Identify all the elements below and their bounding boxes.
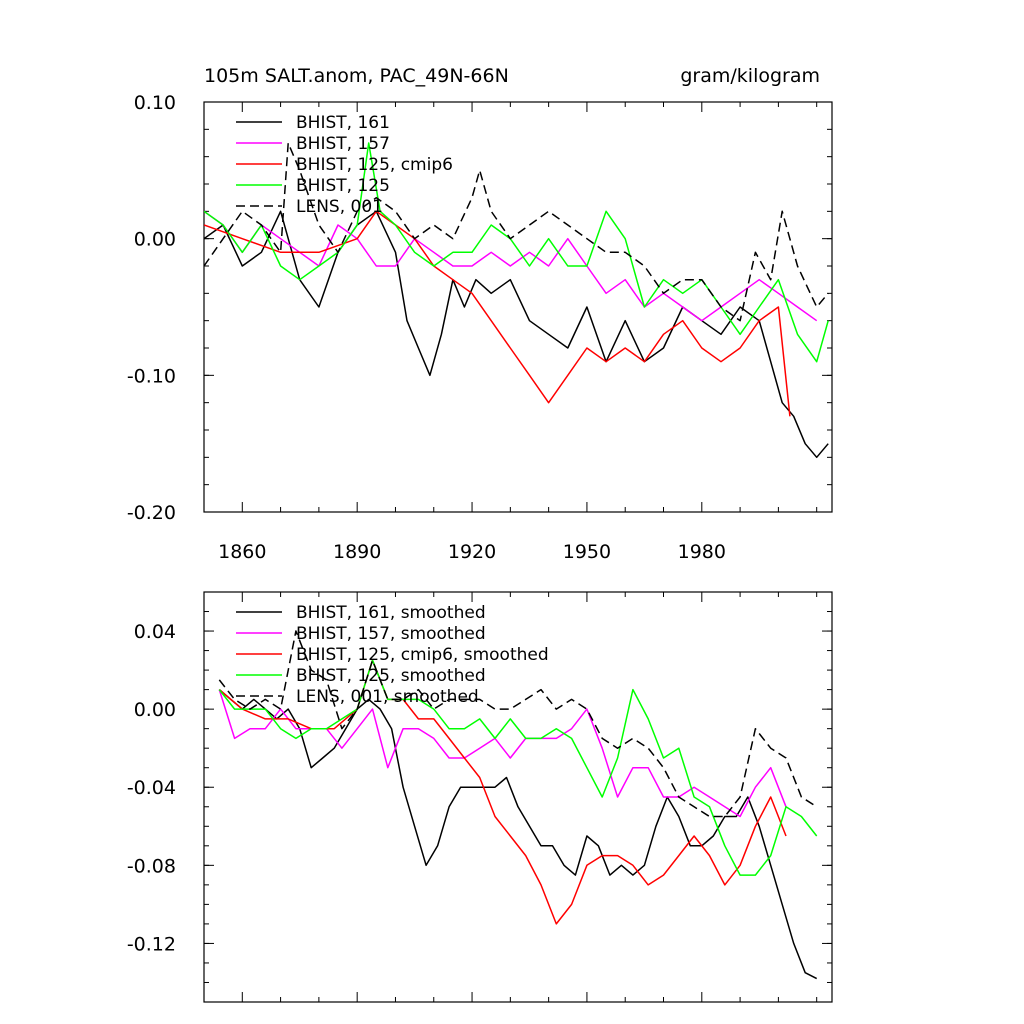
series-line-2 (204, 210, 818, 322)
y-tick-label: 0.00 (134, 229, 176, 251)
plot-frame (203, 101, 833, 513)
y-tick-label: -0.12 (127, 933, 176, 955)
x-tick-label: 1890 (333, 541, 381, 563)
legend-label: BHIST, 125, smoothed (296, 666, 486, 686)
x-tick-label: 1950 (563, 541, 611, 563)
series-group (218, 630, 818, 980)
bottom-panel: 0.04 0.00 -0.04 -0.08 -0.12 BHIST, 161, smoot… (127, 591, 833, 1003)
top-plot-area: 1860 1890 1920 1950 1980 0.10 0.00 -0.10 -0.20 BH… (127, 92, 833, 563)
x-tick-label: 1980 (678, 541, 726, 563)
top-panel: 105m SALT.anom, PAC_49N-66N gram/kilogra… (127, 65, 833, 563)
plot-frame (203, 591, 833, 1003)
x-tick-label: 1920 (448, 541, 496, 563)
series-line-5 (218, 630, 818, 818)
bottom-plot-area: 0.04 0.00 -0.04 -0.08 -0.12 BHIST, 161, smoot… (127, 591, 833, 1003)
chart-title: 105m SALT.anom, PAC_49N-66N (204, 65, 509, 87)
legend-label: BHIST, 125, cmip6, smoothed (296, 645, 549, 665)
legend-label: BHIST, 157 (296, 134, 390, 154)
legend-label: LENS, 001, smoothed (296, 687, 479, 707)
legend-label: LENS, 001 (296, 197, 383, 217)
series-group (204, 142, 829, 459)
y-tick-label: -0.20 (127, 502, 176, 524)
series-line-5 (204, 142, 829, 322)
legend-label: BHIST, 161 (296, 113, 390, 133)
y-tick-label: 0.04 (134, 621, 176, 643)
y-tick-label: 0.10 (134, 92, 176, 114)
legend-label: BHIST, 125 (296, 176, 390, 196)
chart-units: gram/kilogram (680, 65, 820, 87)
y-tick-label: 0.00 (134, 699, 176, 721)
x-tick-label: 1860 (218, 541, 266, 563)
y-tick-label: -0.04 (127, 777, 176, 799)
series-line-3 (218, 659, 787, 925)
y-tick-label: -0.08 (127, 855, 176, 877)
legend-label: BHIST, 157, smoothed (296, 624, 486, 644)
y-tick-label: -0.10 (127, 365, 176, 387)
legend-label: BHIST, 161, smoothed (296, 603, 486, 623)
series-line-4 (218, 659, 818, 876)
legend-label: BHIST, 125, cmip6 (296, 155, 453, 175)
series-line-3 (204, 210, 791, 417)
series-line-1 (218, 689, 818, 980)
